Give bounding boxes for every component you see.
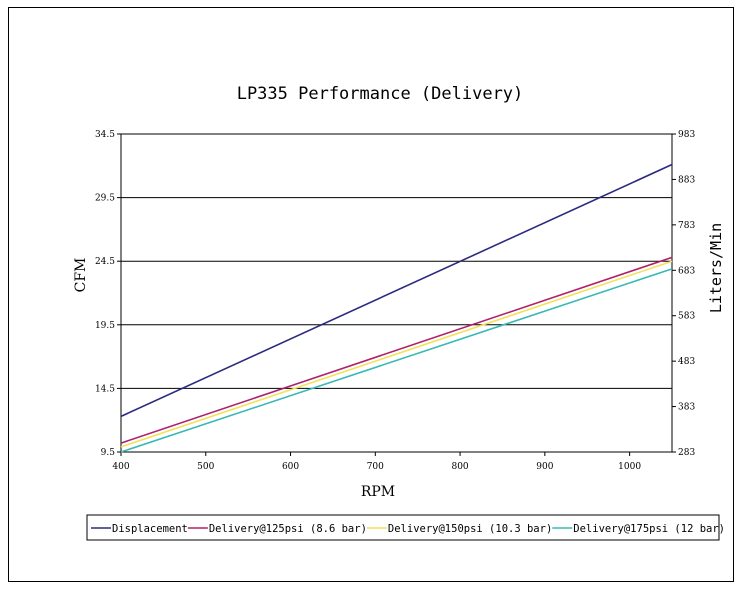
y2-tick-label: 283 (678, 448, 695, 458)
legend-label: Displacement (112, 523, 188, 535)
y-tick-label: 19.5 (95, 321, 115, 331)
x-tick-label: 500 (197, 462, 214, 472)
y2-tick-label: 383 (678, 403, 695, 413)
y2-axis-ticks: 283 383 483 583 683 783 883 983 (672, 130, 695, 458)
y2-tick-label: 583 (678, 312, 695, 322)
y2-tick-label: 883 (678, 175, 695, 185)
y-axis-ticks: 9.5 14.5 19.5 24.5 29.5 34.5 (95, 130, 121, 458)
y2-tick-label: 483 (678, 357, 695, 367)
y2-tick-label: 683 (678, 266, 695, 276)
y-axis-label: CFM (73, 258, 89, 293)
y-tick-label: 14.5 (95, 384, 115, 394)
y-tick-label: 29.5 (95, 194, 115, 204)
legend-label: Delivery@150psi (10.3 bar) (388, 523, 552, 535)
series-lines (120, 163, 673, 453)
x-tick-label: 1000 (618, 462, 641, 472)
y2-axis-label: Liters/Min (707, 223, 725, 313)
x-axis-ticks: 400 500 600 700 800 900 1000 (112, 452, 641, 472)
series-line-2 (120, 256, 673, 444)
y-tick-label: 24.5 (95, 257, 115, 267)
x-tick-label: 800 (451, 462, 468, 472)
chart-title: LP335 Performance (Delivery) (237, 84, 524, 104)
legend-label: Delivery@125psi (8.6 bar) (209, 523, 367, 535)
x-tick-label: 600 (282, 462, 299, 472)
chart-frame (8, 7, 734, 582)
legend-items: Displacement Delivery@125psi (8.6 bar) Del… (91, 523, 725, 535)
x-tick-label: 400 (112, 462, 129, 472)
series-line-4 (120, 268, 673, 453)
x-axis-label: RPM (361, 484, 395, 500)
gridlines (121, 133, 672, 453)
y-tick-label: 9.5 (101, 448, 116, 458)
series-line-1 (120, 163, 673, 418)
x-tick-label: 900 (536, 462, 553, 472)
y2-tick-label: 783 (678, 221, 695, 231)
plot-area (120, 133, 673, 453)
y-tick-label: 34.5 (95, 130, 115, 140)
legend-label: Delivery@175psi (12 bar) (573, 523, 725, 535)
series-line-3 (120, 260, 673, 448)
y2-tick-label: 983 (678, 130, 695, 140)
x-tick-label: 700 (367, 462, 384, 472)
